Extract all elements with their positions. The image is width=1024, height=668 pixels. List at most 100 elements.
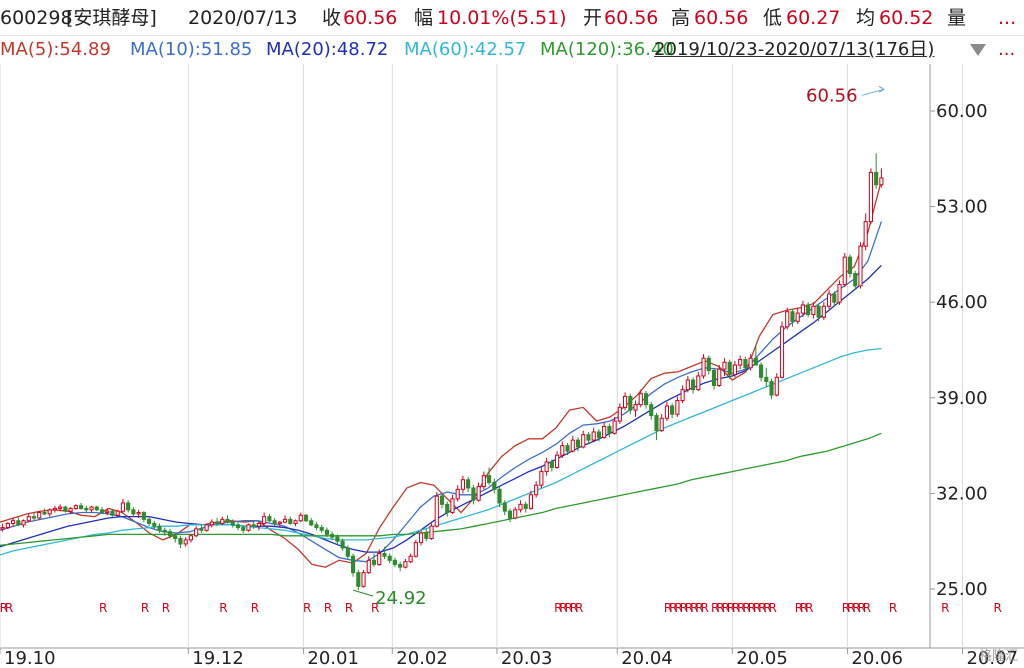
candle-body-up bbox=[89, 506, 94, 511]
high-price-label: 60.56 bbox=[806, 85, 858, 106]
candle bbox=[220, 516, 225, 525]
candle bbox=[586, 431, 591, 445]
ma60-label: MA(60):42.57 bbox=[404, 39, 527, 60]
candle-body-down bbox=[670, 405, 675, 415]
r-marker: R bbox=[711, 601, 719, 615]
candle-body-down bbox=[345, 547, 350, 557]
candle bbox=[361, 569, 366, 588]
candle bbox=[811, 302, 816, 319]
candle-body-down bbox=[607, 425, 612, 434]
candle-body-up bbox=[623, 395, 628, 408]
price-annotations: 60.56 24.92 bbox=[352, 85, 885, 609]
candle bbox=[283, 515, 288, 524]
r-marker: R bbox=[219, 601, 227, 615]
candle bbox=[523, 501, 528, 513]
candle bbox=[863, 213, 868, 251]
candle bbox=[225, 515, 230, 524]
more-icon[interactable]: ... bbox=[998, 7, 1017, 29]
candle-body-down bbox=[753, 357, 758, 366]
candle-body-down bbox=[502, 502, 507, 512]
candle-body-down bbox=[141, 512, 146, 520]
candle-body-down bbox=[330, 533, 335, 538]
candle bbox=[680, 385, 685, 404]
r-marker: R bbox=[141, 601, 149, 615]
candle bbox=[356, 569, 361, 591]
r-marker: R bbox=[5, 601, 13, 615]
candle-body-down bbox=[398, 563, 403, 568]
candle-body-down bbox=[84, 507, 89, 511]
candle bbox=[136, 509, 141, 518]
candle-body-down bbox=[340, 540, 345, 549]
candle-body-up bbox=[105, 510, 110, 514]
candle-body-up bbox=[246, 524, 251, 531]
candle-body-up bbox=[602, 425, 607, 438]
candle-body-down bbox=[225, 518, 230, 523]
r-marker: R bbox=[742, 601, 750, 615]
candle-body-up bbox=[408, 555, 413, 563]
candle bbox=[502, 500, 507, 516]
candle bbox=[209, 519, 214, 528]
candle bbox=[555, 451, 560, 469]
candle-body-up bbox=[617, 406, 622, 422]
candle bbox=[73, 504, 78, 510]
x-tick-label: 20.01 bbox=[307, 648, 359, 668]
candle bbox=[795, 307, 800, 325]
candle-body-down bbox=[507, 510, 513, 519]
candle-body-up bbox=[544, 461, 549, 473]
candle bbox=[675, 396, 680, 417]
candle-body-up bbox=[450, 498, 455, 514]
candle-body-down bbox=[356, 572, 361, 587]
candle-body-down bbox=[565, 445, 570, 452]
r-marker: R bbox=[690, 601, 698, 615]
low-price-label: 24.92 bbox=[375, 588, 427, 609]
candle-body-up bbox=[47, 509, 52, 515]
candle-body-up bbox=[842, 256, 847, 285]
candle-body-down bbox=[847, 256, 853, 275]
candle-body-up bbox=[120, 502, 125, 512]
candle bbox=[534, 481, 539, 498]
candle bbox=[314, 522, 319, 531]
candle bbox=[779, 321, 785, 379]
r-marker: R bbox=[889, 601, 897, 615]
candle-body-up bbox=[293, 520, 298, 524]
r-marker: R bbox=[795, 601, 803, 615]
r-marker: R bbox=[664, 601, 672, 615]
date-range-selector[interactable]: 2019/10/23-2020/07/13(176日) bbox=[654, 39, 935, 60]
candle bbox=[309, 518, 314, 527]
r-marker: R bbox=[701, 601, 709, 615]
candle-body-up bbox=[183, 539, 188, 545]
candle bbox=[743, 356, 748, 372]
candle-body-up bbox=[633, 404, 638, 411]
candle-body-up bbox=[361, 572, 366, 587]
change-value: 10.01%(5.51) bbox=[437, 7, 567, 29]
candle-body-up bbox=[455, 488, 460, 500]
candle bbox=[246, 523, 251, 532]
triangle-down-icon[interactable] bbox=[968, 42, 988, 58]
candle-body-down bbox=[586, 434, 591, 441]
high-label: 高 bbox=[671, 7, 691, 29]
candle-body-up bbox=[204, 524, 209, 531]
r-marker: R bbox=[695, 601, 703, 615]
candle-body-up bbox=[283, 518, 288, 523]
candle bbox=[685, 375, 690, 393]
candle bbox=[58, 504, 63, 512]
candle-body-up bbox=[800, 304, 805, 314]
candle-body-up bbox=[795, 312, 800, 322]
candle-body-down bbox=[764, 376, 769, 382]
candle-body-up bbox=[188, 535, 193, 541]
r-marker: R bbox=[0, 601, 8, 615]
more-icon[interactable]: ... bbox=[998, 39, 1016, 60]
stock-name: [安琪酵母] bbox=[66, 7, 157, 29]
candle-body-down bbox=[126, 502, 131, 511]
candle-body-up bbox=[581, 434, 586, 448]
candle-body-up bbox=[115, 510, 120, 516]
candle bbox=[120, 498, 125, 513]
candle-body-down bbox=[288, 518, 293, 524]
candle bbox=[382, 546, 387, 559]
candle bbox=[764, 367, 769, 387]
candle-body-down bbox=[549, 461, 554, 468]
r-marker: R bbox=[685, 601, 693, 615]
r-marker: R bbox=[732, 601, 740, 615]
candle-body-up bbox=[879, 177, 884, 186]
candle bbox=[821, 302, 826, 320]
